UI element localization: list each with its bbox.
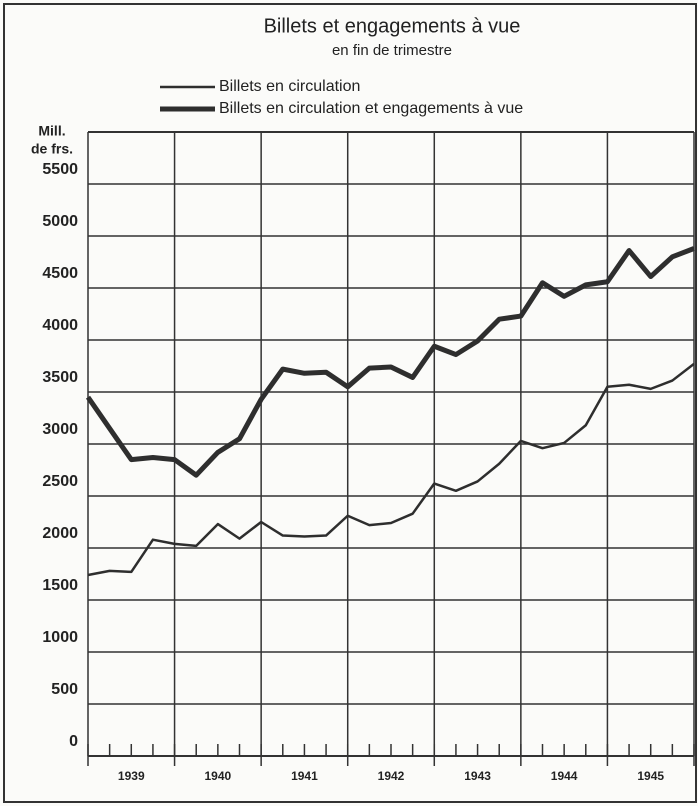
x-tick-label: 1940 bbox=[205, 769, 232, 783]
series-line bbox=[85, 246, 695, 478]
chart-title: Billets et engagements à vue bbox=[264, 15, 521, 37]
y-tick-label: 5000 bbox=[42, 213, 78, 230]
x-tick-label: 1944 bbox=[551, 769, 578, 783]
y-tick-label: 2500 bbox=[42, 473, 78, 490]
x-tick-label: 1942 bbox=[378, 769, 405, 783]
y-tick-label: 5500 bbox=[42, 161, 78, 178]
chart-subtitle: en fin de trimestre bbox=[332, 42, 452, 59]
legend-label: Billets en circulation bbox=[219, 78, 360, 95]
x-tick-label: 1945 bbox=[637, 769, 664, 783]
x-tick-label: 1943 bbox=[464, 769, 491, 783]
y-axis-label: Mill. bbox=[38, 123, 65, 139]
y-tick-label: 1000 bbox=[42, 629, 78, 646]
y-tick-label: 4000 bbox=[42, 317, 78, 334]
x-tick-label: 1939 bbox=[118, 769, 145, 783]
y-tick-label: 3500 bbox=[42, 369, 78, 386]
y-tick-label: 4500 bbox=[42, 265, 78, 282]
legend-label: Billets en circulation et engagements à … bbox=[219, 100, 523, 117]
y-tick-label: 1500 bbox=[42, 577, 78, 594]
x-tick-label: 1941 bbox=[291, 769, 318, 783]
y-tick-label: 2000 bbox=[42, 525, 78, 542]
y-tick-label: 0 bbox=[69, 733, 78, 750]
y-tick-label: 3000 bbox=[42, 421, 78, 438]
y-axis-label: de frs. bbox=[31, 141, 73, 157]
y-tick-label: 500 bbox=[51, 681, 78, 698]
frame bbox=[3, 3, 697, 803]
series-line bbox=[87, 362, 695, 577]
